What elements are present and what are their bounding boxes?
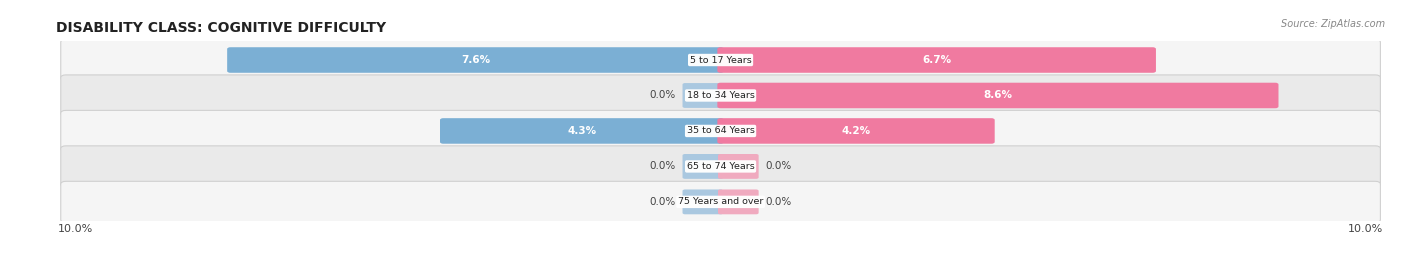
FancyBboxPatch shape	[682, 83, 723, 108]
Text: 18 to 34 Years: 18 to 34 Years	[686, 91, 755, 100]
FancyBboxPatch shape	[718, 190, 759, 214]
FancyBboxPatch shape	[682, 154, 723, 179]
Text: 65 to 74 Years: 65 to 74 Years	[686, 162, 755, 171]
Text: 4.3%: 4.3%	[568, 126, 596, 136]
FancyBboxPatch shape	[60, 39, 1381, 80]
Text: 5 to 17 Years: 5 to 17 Years	[690, 56, 751, 65]
FancyBboxPatch shape	[718, 154, 759, 179]
FancyBboxPatch shape	[60, 110, 1381, 151]
Text: DISABILITY CLASS: COGNITIVE DIFFICULTY: DISABILITY CLASS: COGNITIVE DIFFICULTY	[56, 21, 387, 35]
Text: 0.0%: 0.0%	[650, 161, 675, 171]
Text: 7.6%: 7.6%	[461, 55, 491, 65]
Text: 0.0%: 0.0%	[766, 161, 792, 171]
Text: 35 to 64 Years: 35 to 64 Years	[686, 126, 755, 136]
FancyBboxPatch shape	[440, 118, 724, 144]
Text: 0.0%: 0.0%	[766, 197, 792, 207]
FancyBboxPatch shape	[717, 47, 1156, 73]
Text: Source: ZipAtlas.com: Source: ZipAtlas.com	[1281, 19, 1385, 29]
Text: 6.7%: 6.7%	[922, 55, 952, 65]
FancyBboxPatch shape	[682, 190, 723, 214]
FancyBboxPatch shape	[60, 75, 1381, 116]
FancyBboxPatch shape	[717, 118, 994, 144]
FancyBboxPatch shape	[60, 146, 1381, 187]
Text: 8.6%: 8.6%	[983, 90, 1012, 100]
Text: 4.2%: 4.2%	[841, 126, 870, 136]
Text: 0.0%: 0.0%	[650, 197, 675, 207]
Legend: Male, Female: Male, Female	[654, 269, 787, 270]
Text: 75 Years and over: 75 Years and over	[678, 197, 763, 206]
FancyBboxPatch shape	[717, 83, 1278, 108]
FancyBboxPatch shape	[60, 181, 1381, 222]
FancyBboxPatch shape	[228, 47, 724, 73]
Text: 0.0%: 0.0%	[650, 90, 675, 100]
